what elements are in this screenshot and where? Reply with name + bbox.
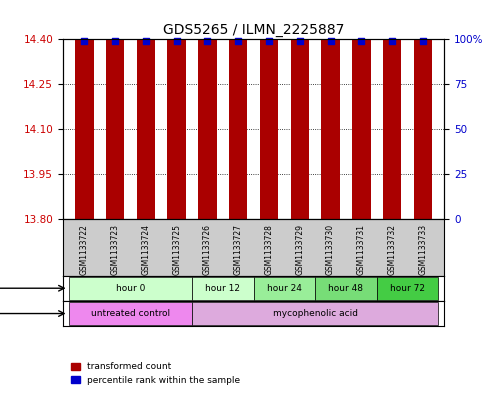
Point bbox=[327, 38, 334, 44]
Text: untreated control: untreated control bbox=[91, 309, 170, 318]
FancyBboxPatch shape bbox=[192, 302, 438, 325]
Point bbox=[234, 38, 242, 44]
FancyBboxPatch shape bbox=[254, 277, 315, 299]
Text: GSM1133729: GSM1133729 bbox=[295, 224, 304, 275]
Text: GSM1133731: GSM1133731 bbox=[357, 224, 366, 275]
Point bbox=[357, 38, 365, 44]
FancyBboxPatch shape bbox=[192, 277, 254, 299]
FancyBboxPatch shape bbox=[69, 302, 192, 325]
Point bbox=[142, 38, 150, 44]
Bar bbox=[413, 0, 432, 219]
Point bbox=[173, 38, 181, 44]
Point bbox=[265, 38, 273, 44]
Text: GSM1133727: GSM1133727 bbox=[234, 224, 242, 275]
Bar bbox=[229, 0, 247, 219]
Bar bbox=[168, 0, 186, 219]
Bar bbox=[290, 0, 309, 219]
Bar bbox=[352, 0, 370, 219]
Bar bbox=[198, 0, 217, 219]
Text: hour 24: hour 24 bbox=[267, 284, 302, 293]
Bar bbox=[75, 0, 94, 219]
Text: GSM1133730: GSM1133730 bbox=[326, 224, 335, 275]
Text: GSM1133724: GSM1133724 bbox=[142, 224, 150, 275]
Bar bbox=[106, 0, 124, 219]
Text: hour 72: hour 72 bbox=[390, 284, 425, 293]
Point bbox=[203, 38, 211, 44]
Point bbox=[111, 38, 119, 44]
Point bbox=[296, 38, 304, 44]
Text: mycophenolic acid: mycophenolic acid bbox=[272, 309, 357, 318]
Text: GSM1133725: GSM1133725 bbox=[172, 224, 181, 275]
Text: hour 0: hour 0 bbox=[116, 284, 145, 293]
Text: GSM1133723: GSM1133723 bbox=[111, 224, 120, 275]
Text: GSM1133733: GSM1133733 bbox=[418, 224, 427, 275]
Point bbox=[419, 38, 426, 44]
Point bbox=[81, 38, 88, 44]
Bar bbox=[137, 0, 155, 219]
Bar bbox=[383, 0, 401, 219]
Text: hour 48: hour 48 bbox=[328, 284, 363, 293]
Text: hour 12: hour 12 bbox=[205, 284, 241, 293]
Point bbox=[388, 38, 396, 44]
Legend: transformed count, percentile rank within the sample: transformed count, percentile rank withi… bbox=[67, 359, 244, 389]
Bar bbox=[260, 0, 278, 219]
FancyBboxPatch shape bbox=[315, 277, 377, 299]
Bar bbox=[321, 0, 340, 219]
Text: GSM1133722: GSM1133722 bbox=[80, 224, 89, 275]
Text: GSM1133732: GSM1133732 bbox=[387, 224, 397, 275]
Text: GSM1133728: GSM1133728 bbox=[265, 224, 273, 275]
FancyBboxPatch shape bbox=[377, 277, 438, 299]
Text: GSM1133726: GSM1133726 bbox=[203, 224, 212, 275]
Title: GDS5265 / ILMN_2225887: GDS5265 / ILMN_2225887 bbox=[163, 23, 344, 37]
FancyBboxPatch shape bbox=[69, 277, 192, 299]
